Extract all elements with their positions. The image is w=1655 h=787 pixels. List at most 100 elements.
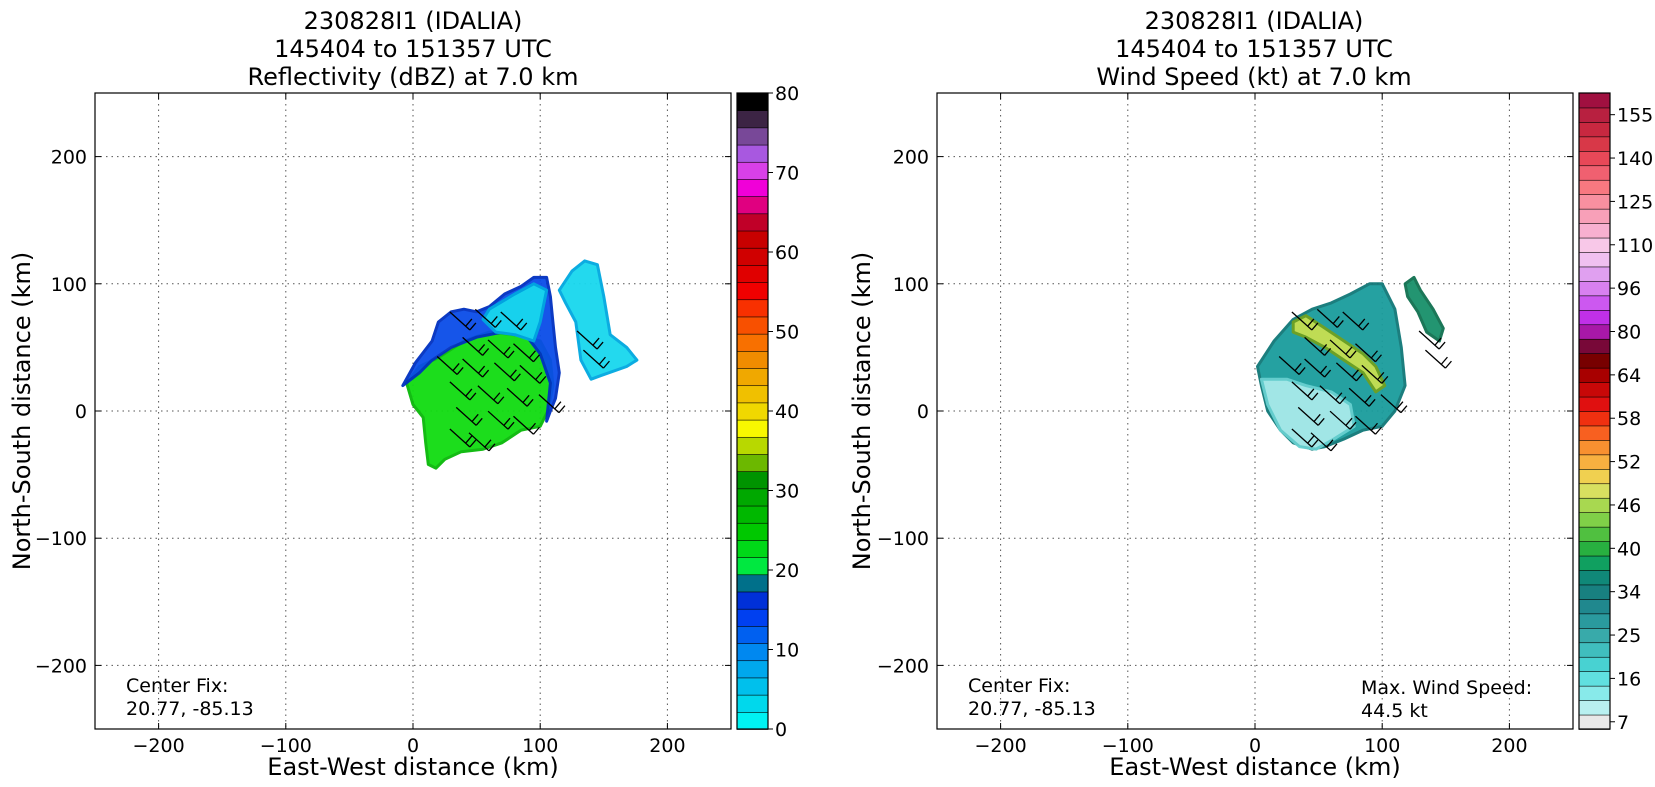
storm-region-cyan	[557, 259, 639, 381]
colorbar-frame	[1578, 92, 1611, 730]
colorbar-segment	[1578, 222, 1611, 239]
colorbar-segment	[736, 178, 769, 197]
wind-barb	[1380, 394, 1408, 414]
wind-barb	[1361, 364, 1389, 384]
wind-barb	[519, 364, 547, 384]
wind-barb-staff	[506, 387, 528, 407]
colorbar-segment	[1578, 193, 1611, 210]
wind-barb-feather	[1320, 365, 1328, 374]
colorbar-tick-label: 7	[1617, 712, 1629, 734]
wind-barb-staff	[462, 358, 484, 378]
colorbar-segment	[1578, 396, 1611, 412]
wind-barb	[513, 343, 540, 363]
wind-barb-feather	[469, 322, 477, 331]
colorbar-tick-label: 50	[775, 322, 799, 344]
wind-barb-feather	[1311, 322, 1319, 331]
wind-barb	[1319, 385, 1347, 405]
wind-barb-feather	[1307, 388, 1315, 397]
wind-barb-feather	[1326, 439, 1334, 448]
wind-barb-feather	[1364, 394, 1372, 403]
wind-barb-staff	[1278, 355, 1300, 375]
wind-barb-feather	[1349, 350, 1357, 359]
wind-barb-staff	[477, 385, 499, 405]
wind-barb-feather	[592, 337, 600, 346]
colorbar-segment	[1578, 526, 1611, 542]
panel2-title-line2: 145404 to 151357 UTC	[1115, 35, 1393, 63]
wind-barb-feather	[452, 363, 460, 371]
wind-barb-staff	[455, 406, 477, 426]
wind-barb	[1310, 432, 1338, 452]
wind-barb-feather	[539, 375, 547, 384]
wind-barb-feather	[1298, 367, 1306, 375]
panel2-wind-barbs	[1278, 308, 1452, 452]
wind-barb-feather	[469, 439, 477, 448]
wind-barb-feather	[475, 417, 483, 426]
wind-barb	[1291, 428, 1319, 448]
wind-barb-staff	[1361, 364, 1383, 384]
y-tick-label: 200	[893, 147, 929, 169]
wind-barb	[1291, 311, 1319, 331]
colorbar-segment	[736, 522, 769, 541]
colorbar-segment	[1578, 511, 1611, 528]
y-tick-label: 200	[51, 147, 87, 169]
wind-barb-feather	[482, 347, 490, 356]
panel1-plot-area	[95, 93, 731, 729]
wind-barb-feather	[494, 319, 502, 328]
panel-reflectivity: 230828I1 (IDALIA) 145404 to 151357 UTC R…	[8, 7, 799, 781]
wind-barb-feather	[528, 350, 536, 359]
colorbar-segment	[1578, 714, 1611, 730]
wind-barb	[506, 387, 534, 407]
panel2-title-line1: 230828I1 (IDALIA)	[1145, 7, 1364, 35]
colorbar-segment	[1578, 497, 1611, 513]
colorbar-segment	[736, 419, 769, 438]
colorbar-segment	[1578, 150, 1611, 167]
wind-barb-staff	[1425, 349, 1446, 369]
panel1-colorbar: 0 10 20 30 40 50 60 70 80	[736, 83, 799, 741]
x-tick-label: −200	[975, 735, 1027, 757]
wind-barb	[1425, 349, 1452, 369]
wind-barb-feather	[1400, 405, 1408, 414]
colorbar-tick-label: 60	[775, 242, 799, 264]
colorbar-segment	[1578, 381, 1611, 398]
wind-barb	[449, 381, 477, 401]
wind-barb-feather	[513, 373, 521, 382]
colorbar-segment	[1578, 323, 1611, 340]
colorbar-segment	[1578, 569, 1611, 586]
wind-barb-feather	[503, 417, 511, 426]
wind-barb-feather	[532, 354, 540, 363]
wind-barb	[1329, 410, 1357, 430]
wind-barb-feather	[1370, 350, 1378, 359]
x-tick-label: 200	[1491, 735, 1527, 757]
colorbar-segment	[736, 384, 769, 404]
colorbar-segment	[736, 470, 769, 490]
wind-barb-staff	[1291, 311, 1313, 331]
wind-barb-staff	[462, 336, 484, 356]
wind-barb	[493, 362, 521, 382]
colorbar-segment	[736, 711, 769, 730]
wind-barb-staff	[1380, 394, 1402, 414]
wind-barb-feather	[507, 421, 515, 430]
colorbar-segment	[736, 694, 769, 713]
panel2-axis-ticks: −200 −100 0 100 200 −200 −100 0 100 200	[877, 93, 1573, 757]
wind-barb-staff	[474, 308, 496, 328]
wind-barb-staff	[449, 311, 471, 331]
wind-barb-feather	[1330, 443, 1338, 452]
colorbar-segment	[1578, 685, 1611, 701]
colorbar-segment	[1578, 309, 1611, 326]
wind-barb-feather	[490, 315, 498, 324]
colorbar-segment	[736, 230, 769, 249]
wind-barb-staff	[1297, 406, 1319, 426]
wind-barb-feather	[1317, 417, 1325, 426]
wind-barb-feather	[1307, 318, 1315, 327]
y-tick-label: −100	[35, 528, 87, 550]
wind-barb-staff	[1319, 385, 1341, 405]
colorbar-segment	[736, 573, 769, 593]
wind-barb-staff	[449, 428, 471, 448]
wind-barb-feather	[554, 401, 562, 410]
wind-barb-feather	[1324, 369, 1332, 378]
panel2-max-wind-label: Max. Wind Speed:	[1361, 677, 1532, 699]
colorbar-tick-label: 96	[1617, 278, 1641, 300]
panel2-storm-field	[1256, 275, 1445, 451]
colorbar-tick-label: 64	[1617, 365, 1641, 387]
wind-barb-feather	[1438, 341, 1446, 350]
